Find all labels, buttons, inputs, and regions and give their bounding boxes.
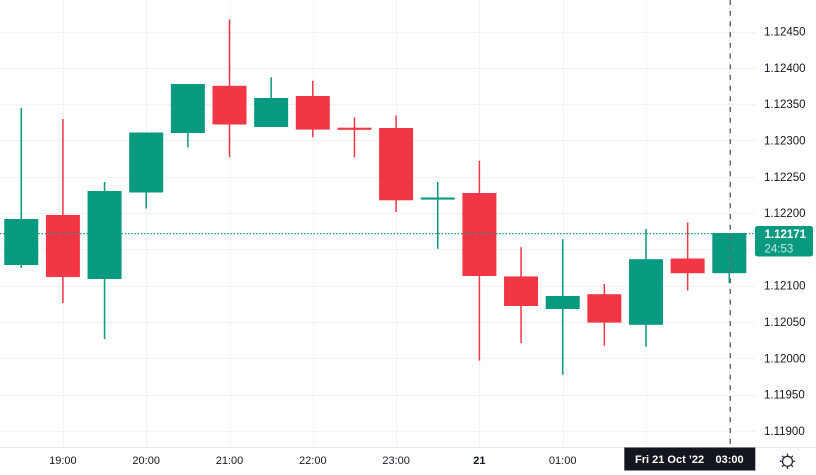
svg-text:1.11950: 1.11950 bbox=[764, 390, 805, 402]
svg-text:1.12100: 1.12100 bbox=[764, 281, 806, 293]
svg-text:20:00: 20:00 bbox=[132, 455, 160, 467]
svg-text:Fri 21 Oct ’22: Fri 21 Oct ’22 bbox=[635, 454, 704, 466]
svg-text:21:00: 21:00 bbox=[216, 455, 244, 467]
svg-text:1.12050: 1.12050 bbox=[764, 317, 806, 329]
svg-text:1.12400: 1.12400 bbox=[764, 63, 806, 75]
svg-text:1.12000: 1.12000 bbox=[764, 353, 806, 365]
svg-text:1.12200: 1.12200 bbox=[764, 208, 806, 220]
svg-text:1.12350: 1.12350 bbox=[764, 99, 806, 111]
svg-text:23:00: 23:00 bbox=[382, 455, 410, 467]
svg-text:1.12250: 1.12250 bbox=[764, 172, 806, 184]
svg-text:24:53: 24:53 bbox=[765, 244, 794, 256]
svg-text:03:00: 03:00 bbox=[716, 454, 744, 466]
svg-text:19:00: 19:00 bbox=[49, 455, 77, 467]
svg-text:1.12300: 1.12300 bbox=[764, 135, 806, 147]
svg-text:1.12171: 1.12171 bbox=[765, 229, 807, 241]
svg-text:21: 21 bbox=[473, 455, 485, 467]
svg-text:01:00: 01:00 bbox=[549, 455, 577, 467]
svg-text:1.11900: 1.11900 bbox=[764, 426, 805, 438]
svg-text:22:00: 22:00 bbox=[299, 455, 327, 467]
svg-text:1.12450: 1.12450 bbox=[764, 27, 806, 39]
